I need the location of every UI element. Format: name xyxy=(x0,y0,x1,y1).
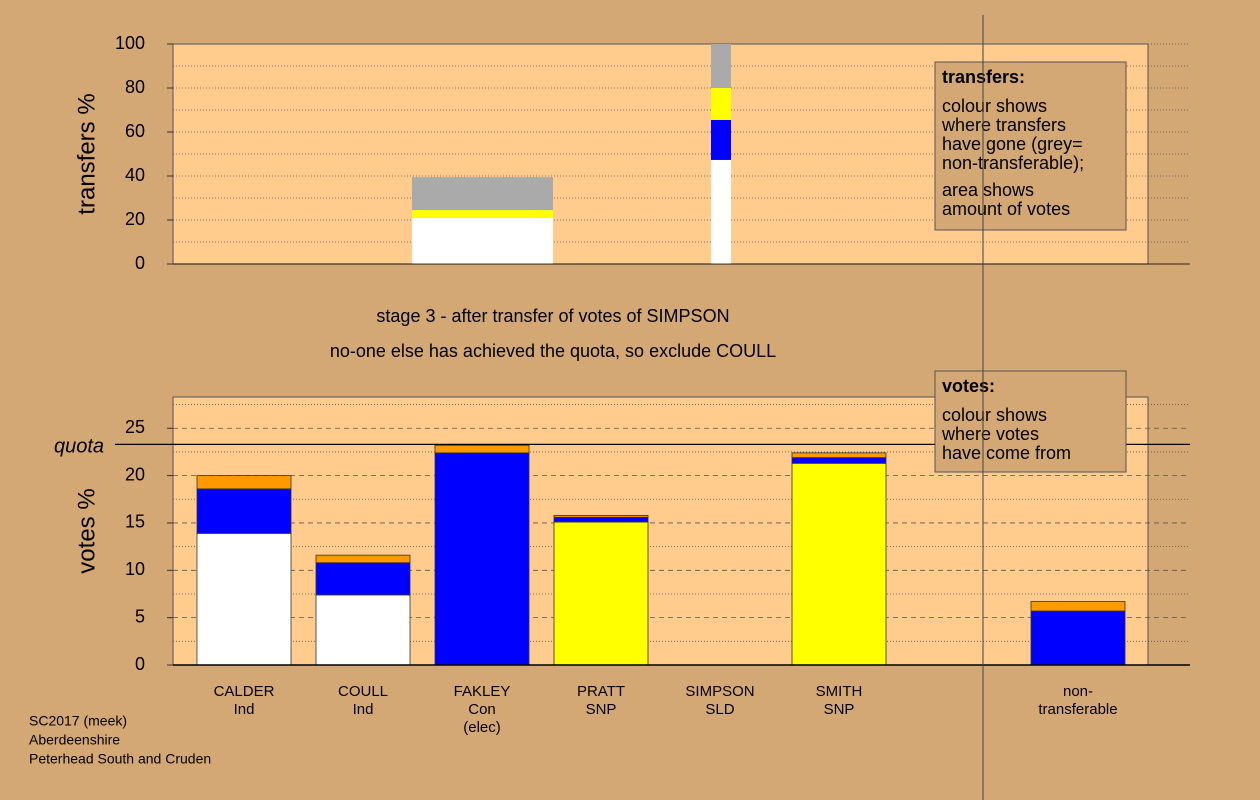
bar-segment xyxy=(553,516,649,523)
bar-segment xyxy=(412,210,553,219)
legend-box xyxy=(934,370,1127,473)
bar-segment xyxy=(196,488,292,534)
footer-text: SC2017 (meek) xyxy=(29,713,127,729)
bar-segment xyxy=(434,452,530,666)
legend-text: colour shows xyxy=(942,405,1047,425)
x-tick-label: Ind xyxy=(234,701,255,718)
y-tick-label: 100 xyxy=(115,33,145,53)
bar-segment xyxy=(791,462,887,666)
legend-text: where transfers xyxy=(941,115,1066,135)
bar-segment xyxy=(711,88,731,120)
bar-segment xyxy=(791,457,887,464)
y-tick-label: 15 xyxy=(125,512,145,532)
bar-segment xyxy=(434,444,530,454)
y-tick-label: 60 xyxy=(125,121,145,141)
chart-title: stage 3 - after transfer of votes of SIM… xyxy=(376,306,729,326)
x-tick-label: SNP xyxy=(586,701,617,718)
x-tick-label: non- xyxy=(1063,683,1093,700)
legend-text: non-transferable); xyxy=(942,153,1084,173)
legend-text: have gone (grey= xyxy=(942,134,1083,154)
legend-heading: votes: xyxy=(942,376,995,396)
x-tick-label: CALDER xyxy=(214,683,275,700)
x-tick-label: (elec) xyxy=(463,719,501,736)
x-tick-label: Con xyxy=(468,701,496,718)
y-tick-label: 0 xyxy=(135,654,145,674)
y-tick-label: 20 xyxy=(125,464,145,484)
legend-text: amount of votes xyxy=(942,199,1070,219)
x-tick-label: COULL xyxy=(338,683,388,700)
y-tick-label: 40 xyxy=(125,165,145,185)
bar-segment xyxy=(711,44,731,88)
x-tick-label: SMITH xyxy=(816,683,863,700)
chart-title: no-one else has achieved the quota, so e… xyxy=(330,341,776,361)
bar-segment xyxy=(412,177,553,211)
bar-segment xyxy=(791,452,887,459)
bar-segment xyxy=(553,514,649,518)
y-tick-label: 20 xyxy=(125,209,145,229)
y-tick-label: 0 xyxy=(135,253,145,273)
y-axis-label: transfers % xyxy=(73,93,100,214)
bar-segment xyxy=(711,119,731,160)
y-tick-label: 10 xyxy=(125,559,145,579)
bar-segment xyxy=(553,521,649,666)
footer-text: Peterhead South and Cruden xyxy=(29,751,211,767)
x-tick-label: SIMPSON xyxy=(685,683,754,700)
x-tick-label: SNP xyxy=(824,701,855,718)
y-tick-label: 5 xyxy=(135,606,145,626)
y-tick-label: 25 xyxy=(125,417,145,437)
legend-box xyxy=(934,61,1127,231)
bar-segment xyxy=(711,159,731,264)
y-tick-label: 80 xyxy=(125,77,145,97)
bar-segment xyxy=(412,218,553,264)
x-tick-label: PRATT xyxy=(577,683,625,700)
x-tick-label: Ind xyxy=(353,701,374,718)
bar-segment xyxy=(315,562,411,596)
x-tick-label: transferable xyxy=(1038,701,1117,718)
legend-text: where votes xyxy=(941,424,1039,444)
x-tick-label: SLD xyxy=(705,701,734,718)
bar-segment xyxy=(315,594,411,666)
legend-text: colour shows xyxy=(942,96,1047,116)
x-tick-label: FAKLEY xyxy=(454,683,511,700)
bar-segment xyxy=(196,475,292,490)
bar-segment xyxy=(315,554,411,564)
bar-segment xyxy=(1030,610,1126,666)
bar-segment xyxy=(1030,601,1126,612)
legend-text: area shows xyxy=(942,180,1034,200)
quota-label: quota xyxy=(54,436,104,458)
legend-heading: transfers: xyxy=(942,67,1025,87)
bar-segment xyxy=(196,532,292,666)
y-axis-label: votes % xyxy=(73,488,100,573)
footer-text: Aberdeenshire xyxy=(29,732,120,748)
legend-text: have come from xyxy=(942,443,1071,463)
